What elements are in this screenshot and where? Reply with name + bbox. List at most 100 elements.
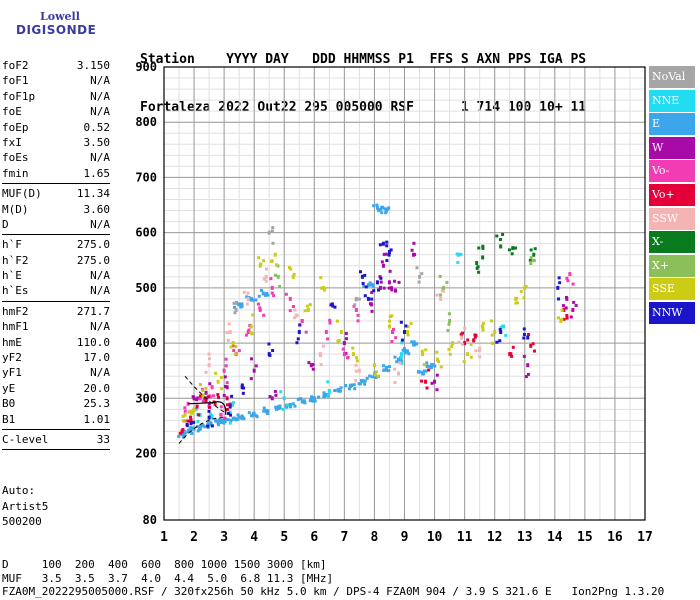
- trace-dashed-lower: [178, 417, 225, 444]
- data-point: [206, 422, 210, 426]
- data-point: [368, 283, 372, 287]
- param-value: 25.3: [83, 397, 111, 411]
- data-point: [209, 421, 213, 425]
- data-point: [556, 316, 560, 320]
- legend-item-e: E: [649, 113, 695, 136]
- data-point: [198, 396, 202, 401]
- data-point: [499, 326, 503, 330]
- data-point: [476, 265, 480, 269]
- data-point: [288, 296, 292, 301]
- data-point: [261, 291, 265, 296]
- data-point: [417, 370, 421, 374]
- data-point: [228, 330, 232, 335]
- data-point: [405, 349, 409, 353]
- data-point: [381, 206, 385, 210]
- data-point: [292, 272, 296, 276]
- data-point: [347, 387, 351, 391]
- data-point: [495, 234, 499, 238]
- data-point: [236, 302, 240, 306]
- data-point: [331, 304, 335, 308]
- data-point: [559, 318, 563, 323]
- data-point: [271, 226, 275, 230]
- data-point: [387, 253, 391, 257]
- data-point: [457, 340, 461, 344]
- data-point: [562, 307, 566, 312]
- data-point: [561, 304, 565, 308]
- x-tick-label: 11: [457, 530, 473, 545]
- data-point: [251, 313, 255, 317]
- param-name: D: [2, 217, 9, 231]
- data-point: [249, 324, 253, 329]
- data-point: [557, 297, 561, 301]
- data-point: [387, 369, 391, 373]
- data-point: [278, 284, 282, 288]
- data-point: [445, 280, 449, 284]
- data-point: [231, 401, 235, 405]
- data-point: [510, 252, 514, 256]
- data-point: [372, 363, 376, 368]
- data-point: [228, 402, 232, 406]
- data-point: [406, 325, 410, 329]
- data-point: [190, 409, 194, 413]
- data-point: [320, 286, 324, 290]
- data-point: [354, 363, 358, 367]
- param-name: h`F2: [2, 253, 29, 267]
- data-point: [396, 357, 400, 362]
- data-point: [460, 342, 464, 346]
- data-point: [249, 297, 253, 301]
- data-point: [232, 301, 236, 305]
- data-point: [191, 395, 195, 399]
- data-point: [447, 322, 451, 326]
- legend-item-w: W: [649, 136, 695, 159]
- data-point: [438, 274, 442, 278]
- data-point: [351, 346, 355, 350]
- x-tick-label: 4: [250, 530, 258, 545]
- param-value: 11.34: [76, 187, 110, 201]
- data-point: [236, 413, 240, 417]
- param-row: foF1 N/A: [2, 73, 110, 88]
- data-point: [210, 415, 214, 420]
- data-point: [225, 381, 229, 385]
- data-point: [355, 356, 359, 360]
- param-row: h`F 275.0: [2, 237, 110, 252]
- x-tick-label: 15: [577, 530, 593, 545]
- param-row: yF2 17.0: [2, 350, 110, 365]
- param-name: hmF1: [2, 320, 29, 334]
- data-point: [195, 398, 199, 402]
- data-point: [352, 383, 356, 387]
- data-point: [254, 298, 258, 302]
- data-point: [342, 341, 346, 346]
- data-point: [565, 276, 569, 280]
- chart-grid: [163, 66, 646, 521]
- lowell-digisonde-logo: Lowell DIGISONDE: [4, 6, 96, 46]
- data-point: [418, 274, 422, 279]
- data-point: [516, 301, 520, 305]
- x-tick-label: 2: [190, 530, 198, 545]
- data-point: [424, 379, 428, 384]
- data-point: [288, 405, 292, 409]
- data-point: [180, 432, 184, 437]
- data-point: [241, 391, 245, 395]
- data-point: [258, 307, 262, 312]
- data-point: [522, 327, 526, 331]
- data-point: [216, 423, 220, 427]
- data-point: [390, 286, 394, 290]
- data-point: [200, 423, 204, 427]
- data-point: [472, 338, 476, 343]
- data-point: [321, 285, 325, 290]
- data-point: [357, 368, 361, 373]
- data-point: [393, 288, 397, 293]
- polarization-legend: NoVal NNE E W Vo- Vo+ SSW X- X+ SSE NNW: [649, 66, 695, 326]
- plot-frame: [163, 66, 646, 521]
- footer-muf-row: MUF 3.5 3.5 3.7 4.0 4.4 5.0 6.8 11.3 [MH…: [2, 571, 334, 585]
- data-point: [469, 342, 473, 346]
- data-point: [387, 280, 391, 285]
- data-point: [229, 345, 233, 349]
- data-point: [455, 252, 459, 256]
- data-point: [186, 429, 190, 434]
- data-point: [246, 296, 250, 301]
- data-point: [223, 375, 227, 379]
- data-point: [569, 315, 573, 319]
- data-point: [213, 401, 217, 406]
- data-point: [522, 332, 526, 336]
